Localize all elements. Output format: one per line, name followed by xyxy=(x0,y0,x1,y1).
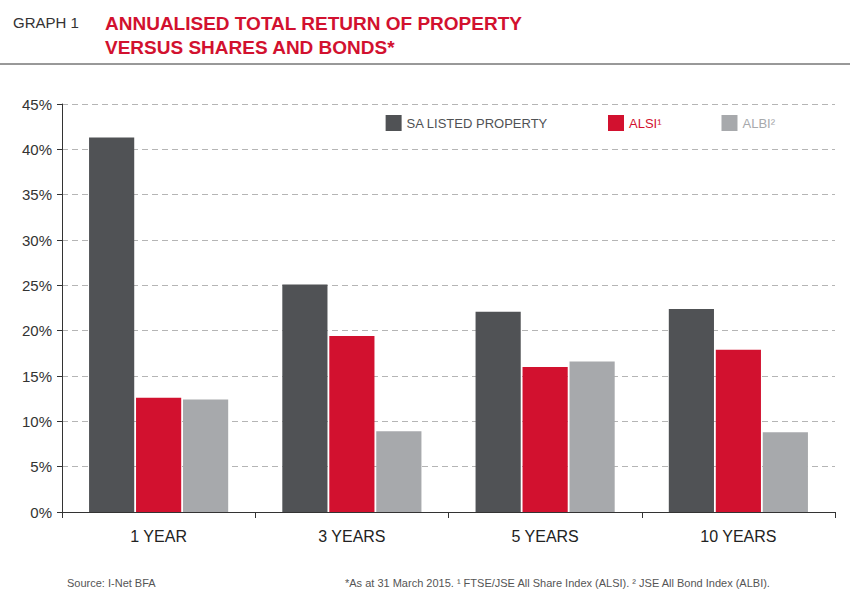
svg-text:10 YEARS: 10 YEARS xyxy=(700,528,776,545)
svg-text:35%: 35% xyxy=(22,186,52,203)
svg-text:20%: 20% xyxy=(22,322,52,339)
svg-text:1 YEAR: 1 YEAR xyxy=(130,528,187,545)
svg-text:5 YEARS: 5 YEARS xyxy=(511,528,578,545)
svg-text:SA LISTED PROPERTY: SA LISTED PROPERTY xyxy=(407,116,548,131)
svg-text:Source: I-Net BFA: Source: I-Net BFA xyxy=(67,577,156,589)
svg-text:40%: 40% xyxy=(22,141,52,158)
svg-text:5%: 5% xyxy=(30,458,52,475)
svg-text:0%: 0% xyxy=(30,504,52,521)
svg-text:ALBI²: ALBI² xyxy=(742,116,775,131)
svg-text:15%: 15% xyxy=(22,368,52,385)
svg-text:ANNUALISED TOTAL RETURN OF PRO: ANNUALISED TOTAL RETURN OF PROPERTY xyxy=(105,13,527,34)
svg-text:30%: 30% xyxy=(22,232,52,249)
svg-text:3 YEARS: 3 YEARS xyxy=(318,528,385,545)
svg-text:45%: 45% xyxy=(22,96,52,113)
svg-text:10%: 10% xyxy=(22,413,52,430)
svg-text:*As at 31 March 2015. ¹ FTSE/J: *As at 31 March 2015. ¹ FTSE/JSE All Sha… xyxy=(345,577,770,589)
svg-text:ALSI¹: ALSI¹ xyxy=(629,116,662,131)
svg-text:VERSUS SHARES AND BONDS*: VERSUS SHARES AND BONDS* xyxy=(105,37,395,58)
svg-text:25%: 25% xyxy=(22,277,52,294)
svg-text:GRAPH 1: GRAPH 1 xyxy=(13,14,79,31)
